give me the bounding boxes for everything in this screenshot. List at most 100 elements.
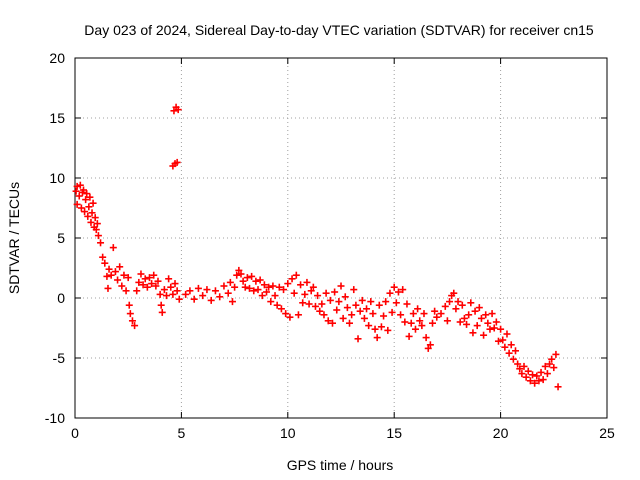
- data-point: [160, 286, 168, 294]
- data-point: [292, 271, 300, 279]
- data-point: [260, 281, 268, 289]
- x-axis-label: GPS time / hours: [287, 457, 394, 473]
- data-point: [256, 276, 264, 284]
- data-point: [80, 186, 88, 194]
- data-point: [326, 296, 334, 304]
- y-tick-label: 5: [57, 230, 65, 246]
- y-axis-label: SDTVAR / TECUs: [6, 182, 22, 294]
- data-point: [501, 343, 509, 351]
- data-point: [73, 182, 81, 190]
- data-point: [301, 290, 309, 298]
- data-point: [337, 282, 345, 290]
- data-point: [190, 295, 198, 303]
- data-point: [231, 283, 239, 291]
- data-point: [303, 278, 311, 286]
- y-tick-label: -10: [45, 410, 65, 426]
- data-point: [343, 304, 351, 312]
- data-point: [307, 287, 315, 295]
- data-point: [269, 282, 277, 290]
- data-point: [252, 277, 260, 285]
- data-point: [97, 239, 105, 247]
- data-point: [91, 214, 99, 222]
- data-point: [111, 268, 119, 276]
- data-point: [186, 287, 194, 295]
- y-tick-label: 10: [49, 170, 65, 186]
- data-point: [320, 311, 328, 319]
- data-point: [126, 310, 134, 318]
- data-point: [526, 377, 534, 385]
- data-point: [420, 310, 428, 318]
- data-point: [514, 360, 522, 368]
- data-point: [554, 383, 562, 391]
- data-point: [348, 311, 356, 319]
- data-point: [318, 300, 326, 308]
- y-tick-label: 0: [57, 290, 65, 306]
- data-point: [103, 272, 111, 280]
- data-point: [539, 376, 547, 384]
- data-point: [358, 296, 366, 304]
- data-point: [175, 295, 183, 303]
- data-point: [170, 107, 178, 115]
- data-point: [394, 288, 402, 296]
- data-point: [552, 350, 560, 358]
- data-point: [84, 212, 92, 220]
- data-point: [543, 370, 551, 378]
- data-point: [548, 355, 556, 363]
- data-point: [352, 301, 360, 309]
- data-point: [228, 298, 236, 306]
- data-point: [322, 289, 330, 297]
- data-point: [297, 281, 305, 289]
- data-point: [99, 253, 107, 261]
- data-point: [258, 292, 266, 300]
- data-point: [158, 308, 166, 316]
- data-point: [392, 299, 400, 307]
- data-point: [216, 293, 224, 301]
- data-point: [492, 318, 500, 326]
- data-point: [81, 208, 89, 216]
- data-point: [465, 311, 473, 319]
- data-point: [422, 334, 430, 342]
- data-point: [267, 298, 275, 306]
- y-tick-label: -5: [53, 350, 66, 366]
- data-point: [305, 300, 313, 308]
- chart-title: Day 023 of 2024, Sidereal Day-to-day VTE…: [84, 22, 594, 38]
- data-point: [122, 287, 130, 295]
- data-point: [250, 287, 258, 295]
- data-point: [174, 106, 182, 114]
- data-point: [167, 283, 175, 291]
- x-tick-label: 20: [493, 425, 509, 441]
- data-point: [437, 310, 445, 318]
- data-point: [182, 290, 190, 298]
- data-point: [83, 190, 91, 198]
- data-point: [356, 307, 364, 315]
- data-point: [537, 368, 545, 376]
- data-point: [286, 313, 294, 321]
- data-point: [363, 305, 371, 313]
- data-point: [486, 325, 494, 333]
- data-point: [369, 310, 377, 318]
- data-point: [450, 289, 458, 297]
- data-point: [531, 379, 539, 387]
- data-point: [290, 289, 298, 297]
- data-point: [86, 193, 94, 201]
- x-tick-label: 5: [178, 425, 186, 441]
- data-point: [275, 283, 283, 291]
- data-point: [375, 301, 383, 309]
- data-point: [443, 317, 451, 325]
- data-point: [72, 187, 80, 195]
- data-point: [331, 288, 339, 296]
- data-point: [411, 325, 419, 333]
- data-point: [511, 347, 519, 355]
- data-point: [341, 293, 349, 301]
- axis-ticks: 0 5 10 15 20 25 -10 -5 0 5 10 15 20: [45, 50, 615, 441]
- data-point: [203, 286, 211, 294]
- data-point: [324, 317, 332, 325]
- y-tick-label: 15: [49, 110, 65, 126]
- data-point: [401, 318, 409, 326]
- data-point: [235, 266, 243, 274]
- data-point: [550, 364, 558, 372]
- data-point: [141, 275, 149, 283]
- data-point: [233, 271, 241, 279]
- data-point: [85, 203, 93, 211]
